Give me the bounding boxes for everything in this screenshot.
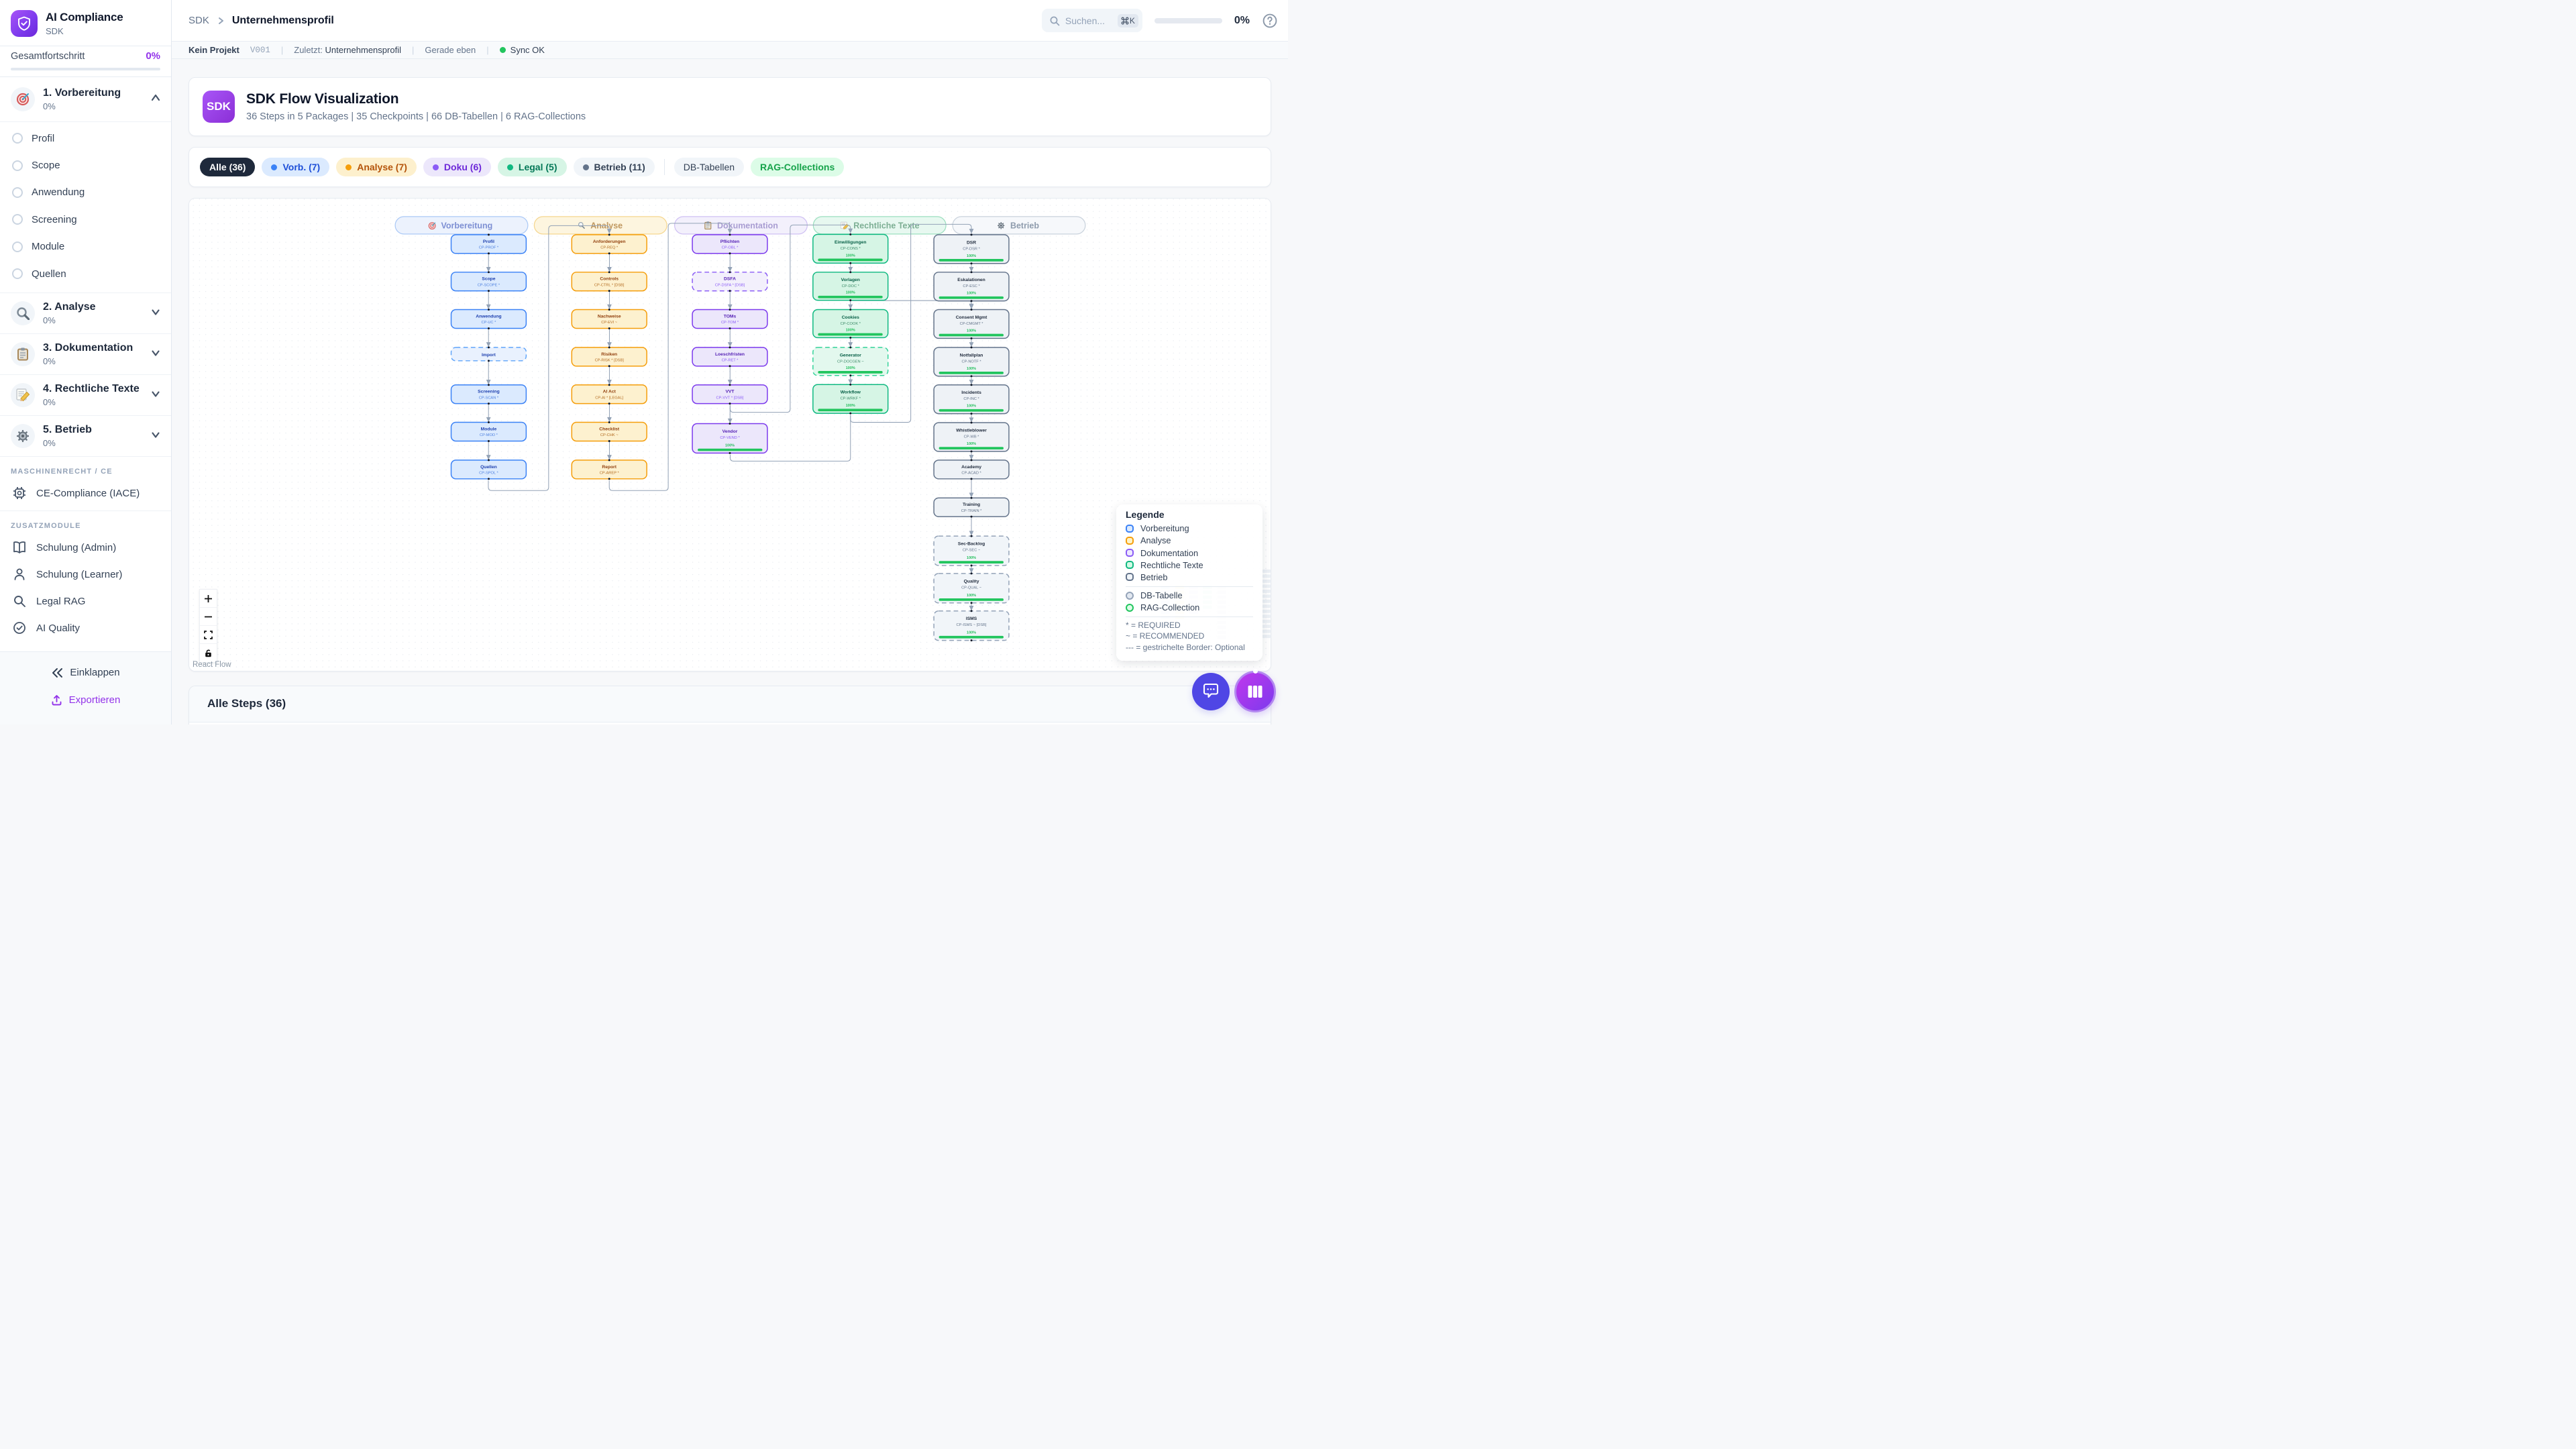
svg-text:Dokumentation: Dokumentation (717, 221, 778, 230)
svg-text:Anforderungen: Anforderungen (593, 239, 626, 244)
svg-text:CP-SEC ~: CP-SEC ~ (963, 549, 981, 553)
svg-text:CP-OBL *: CP-OBL * (722, 246, 739, 250)
svg-text:100%: 100% (846, 404, 855, 408)
svg-text:CP-TOM *: CP-TOM * (721, 321, 739, 325)
svg-text:Vendor: Vendor (722, 429, 738, 434)
svg-text:100%: 100% (725, 443, 735, 447)
svg-text:CP-TRAIN *: CP-TRAIN * (961, 509, 982, 513)
svg-text:Betrieb: Betrieb (1010, 221, 1039, 230)
svg-text:CP-VEND *: CP-VEND * (720, 436, 740, 440)
svg-text:Import: Import (482, 353, 496, 358)
svg-text:CP-COOK *: CP-COOK * (841, 322, 861, 326)
svg-text:CP-CONS *: CP-CONS * (841, 247, 861, 251)
svg-text:100%: 100% (967, 292, 976, 296)
svg-text:TOMs: TOMs (724, 314, 737, 319)
svg-text:Module: Module (481, 427, 497, 432)
svg-text:CP-ESC *: CP-ESC * (963, 284, 980, 288)
svg-text:CP-SCAN *: CP-SCAN * (479, 396, 499, 400)
svg-text:Quellen: Quellen (480, 465, 497, 470)
svg-text:Training: Training (963, 502, 980, 507)
svg-text:CP-SCOPE *: CP-SCOPE * (478, 283, 500, 287)
svg-text:Report: Report (602, 465, 616, 470)
svg-text:Screening: Screening (478, 390, 500, 394)
svg-text:Nachweise: Nachweise (598, 314, 621, 319)
svg-text:Vorlagen: Vorlagen (841, 278, 860, 282)
svg-text:CP-RISK * [DSB]: CP-RISK * [DSB] (595, 359, 625, 363)
svg-text:CP-INC *: CP-INC * (963, 397, 979, 401)
svg-text:100%: 100% (967, 594, 976, 598)
svg-text:CP-DOCGEN ~: CP-DOCGEN ~ (837, 360, 864, 364)
svg-text:CP-CTRL * [DSB]: CP-CTRL * [DSB] (594, 283, 625, 287)
svg-text:CP-SPOL *: CP-SPOL * (479, 472, 498, 476)
svg-text:Checklist: Checklist (599, 427, 620, 432)
svg-text:CP-CHK ~: CP-CHK ~ (600, 433, 619, 437)
svg-text:100%: 100% (967, 405, 976, 409)
svg-text:CP-RET *: CP-RET * (722, 359, 739, 363)
svg-text:Incidents: Incidents (961, 390, 981, 395)
svg-text:AI Act: AI Act (603, 390, 616, 394)
svg-text:Consent Mgmt: Consent Mgmt (956, 315, 987, 320)
svg-text:Workflow: Workflow (841, 390, 861, 395)
svg-text:Controls: Controls (600, 277, 619, 282)
svg-text:CP-NOTF *: CP-NOTF * (962, 360, 982, 364)
svg-text:CP-CMGMT *: CP-CMGMT * (960, 322, 984, 326)
svg-text:CP-EVI ~: CP-EVI ~ (601, 321, 618, 325)
svg-text:Rechtliche Texte: Rechtliche Texte (853, 221, 919, 230)
svg-text:Scope: Scope (482, 277, 495, 282)
svg-text:ISMS: ISMS (966, 616, 977, 621)
svg-text:CP-VVT * [DSB]: CP-VVT * [DSB] (716, 396, 744, 400)
svg-text:CP-DOC *: CP-DOC * (842, 284, 860, 288)
svg-text:Loeschfristen: Loeschfristen (715, 352, 745, 357)
svg-text:Anwendung: Anwendung (476, 314, 501, 319)
svg-text:CP-ACAD *: CP-ACAD * (961, 472, 981, 476)
svg-text:Sec-Backlog: Sec-Backlog (958, 542, 985, 547)
svg-text:CP-UC *: CP-UC * (482, 321, 497, 325)
svg-text:DSR: DSR (967, 240, 976, 245)
svg-text:CP-AI * [LEGAL]: CP-AI * [LEGAL] (595, 396, 623, 400)
svg-text:CP-DSFA * [DSB]: CP-DSFA * [DSB] (715, 283, 745, 287)
svg-text:CP-WB *: CP-WB * (964, 435, 979, 439)
svg-text:CP-MOD *: CP-MOD * (480, 433, 498, 437)
svg-text:CP-AREP *: CP-AREP * (600, 472, 620, 476)
svg-text:100%: 100% (846, 254, 855, 258)
svg-text:Vorbereitung: Vorbereitung (441, 221, 493, 230)
svg-text:Generator: Generator (840, 353, 862, 358)
svg-text:100%: 100% (846, 328, 855, 332)
svg-text:CP-PROF *: CP-PROF * (479, 246, 499, 250)
svg-text:Profil: Profil (483, 239, 494, 244)
svg-text:VVT: VVT (725, 390, 735, 394)
svg-text:CP-QUAL ~: CP-QUAL ~ (961, 586, 982, 590)
svg-text:CP-DSR *: CP-DSR * (963, 247, 980, 251)
svg-text:100%: 100% (967, 556, 976, 560)
svg-text:Eskalationen: Eskalationen (957, 278, 985, 282)
svg-text:CP-REQ *: CP-REQ * (600, 246, 619, 250)
svg-text:Notfallplan: Notfallplan (960, 353, 983, 358)
svg-text:100%: 100% (967, 631, 976, 635)
svg-text:100%: 100% (846, 291, 855, 295)
svg-text:CP-WRKF *: CP-WRKF * (841, 397, 861, 401)
svg-text:Pflichten: Pflichten (720, 239, 739, 244)
svg-text:100%: 100% (967, 329, 976, 333)
svg-text:DSFA: DSFA (724, 277, 736, 282)
svg-text:Einwilligungen: Einwilligungen (835, 240, 866, 245)
svg-text:100%: 100% (967, 254, 976, 258)
svg-text:Quality: Quality (964, 579, 979, 584)
svg-text:100%: 100% (967, 367, 976, 371)
svg-text:100%: 100% (967, 442, 976, 446)
svg-text:Whistleblower: Whistleblower (956, 429, 987, 433)
svg-text:Cookies: Cookies (842, 315, 859, 320)
svg-text:100%: 100% (846, 366, 855, 370)
svg-text:CP-ISMS ~ [DSB]: CP-ISMS ~ [DSB] (957, 623, 987, 627)
svg-text:Academy: Academy (961, 465, 981, 470)
svg-text:Risiken: Risiken (601, 352, 617, 357)
